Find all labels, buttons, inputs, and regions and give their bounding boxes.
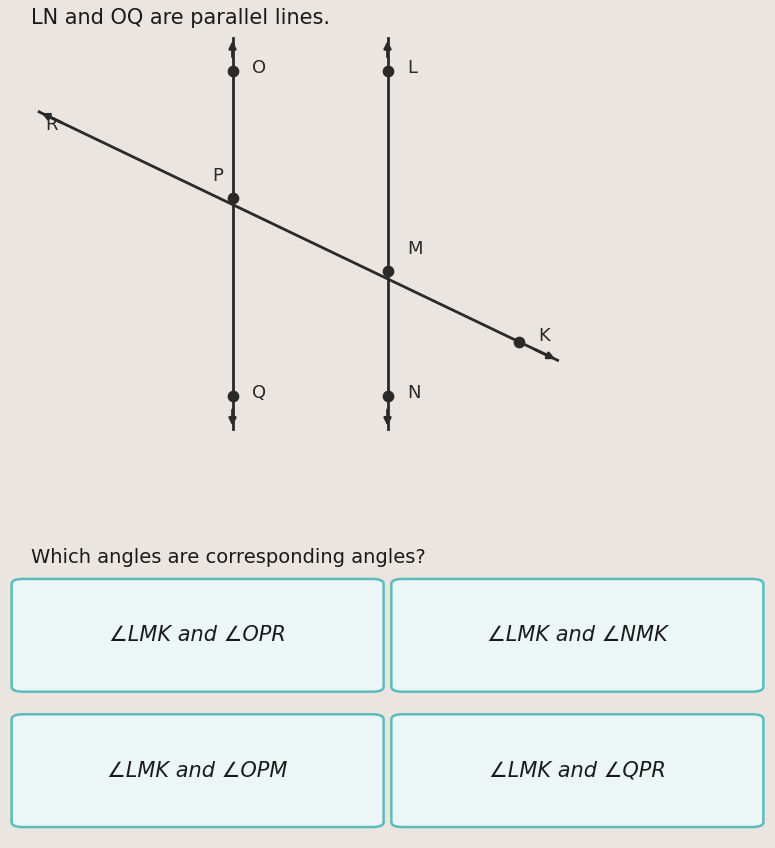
Text: ∠LMK and ∠OPM: ∠LMK and ∠OPM xyxy=(108,761,288,781)
Point xyxy=(226,64,239,77)
Point xyxy=(226,192,239,205)
FancyBboxPatch shape xyxy=(12,714,384,827)
Point xyxy=(381,265,394,278)
Text: ∠LMK and ∠NMK: ∠LMK and ∠NMK xyxy=(487,625,668,645)
Point xyxy=(381,64,394,77)
Text: Q: Q xyxy=(252,384,266,403)
Text: O: O xyxy=(252,59,266,77)
FancyBboxPatch shape xyxy=(391,579,763,692)
Text: M: M xyxy=(407,240,422,258)
Text: N: N xyxy=(407,384,420,403)
Text: Which angles are corresponding angles?: Which angles are corresponding angles? xyxy=(31,549,425,567)
Text: P: P xyxy=(212,166,223,185)
FancyBboxPatch shape xyxy=(12,579,384,692)
Text: R: R xyxy=(46,116,58,134)
Text: ∠LMK and ∠OPR: ∠LMK and ∠OPR xyxy=(109,625,286,645)
Point xyxy=(513,335,525,349)
Text: LN and OQ are parallel lines.: LN and OQ are parallel lines. xyxy=(31,8,330,28)
Point xyxy=(226,389,239,403)
FancyBboxPatch shape xyxy=(391,714,763,827)
Text: L: L xyxy=(407,59,417,77)
Point xyxy=(381,389,394,403)
Text: ∠LMK and ∠QPR: ∠LMK and ∠QPR xyxy=(489,761,666,781)
Text: K: K xyxy=(539,327,550,345)
